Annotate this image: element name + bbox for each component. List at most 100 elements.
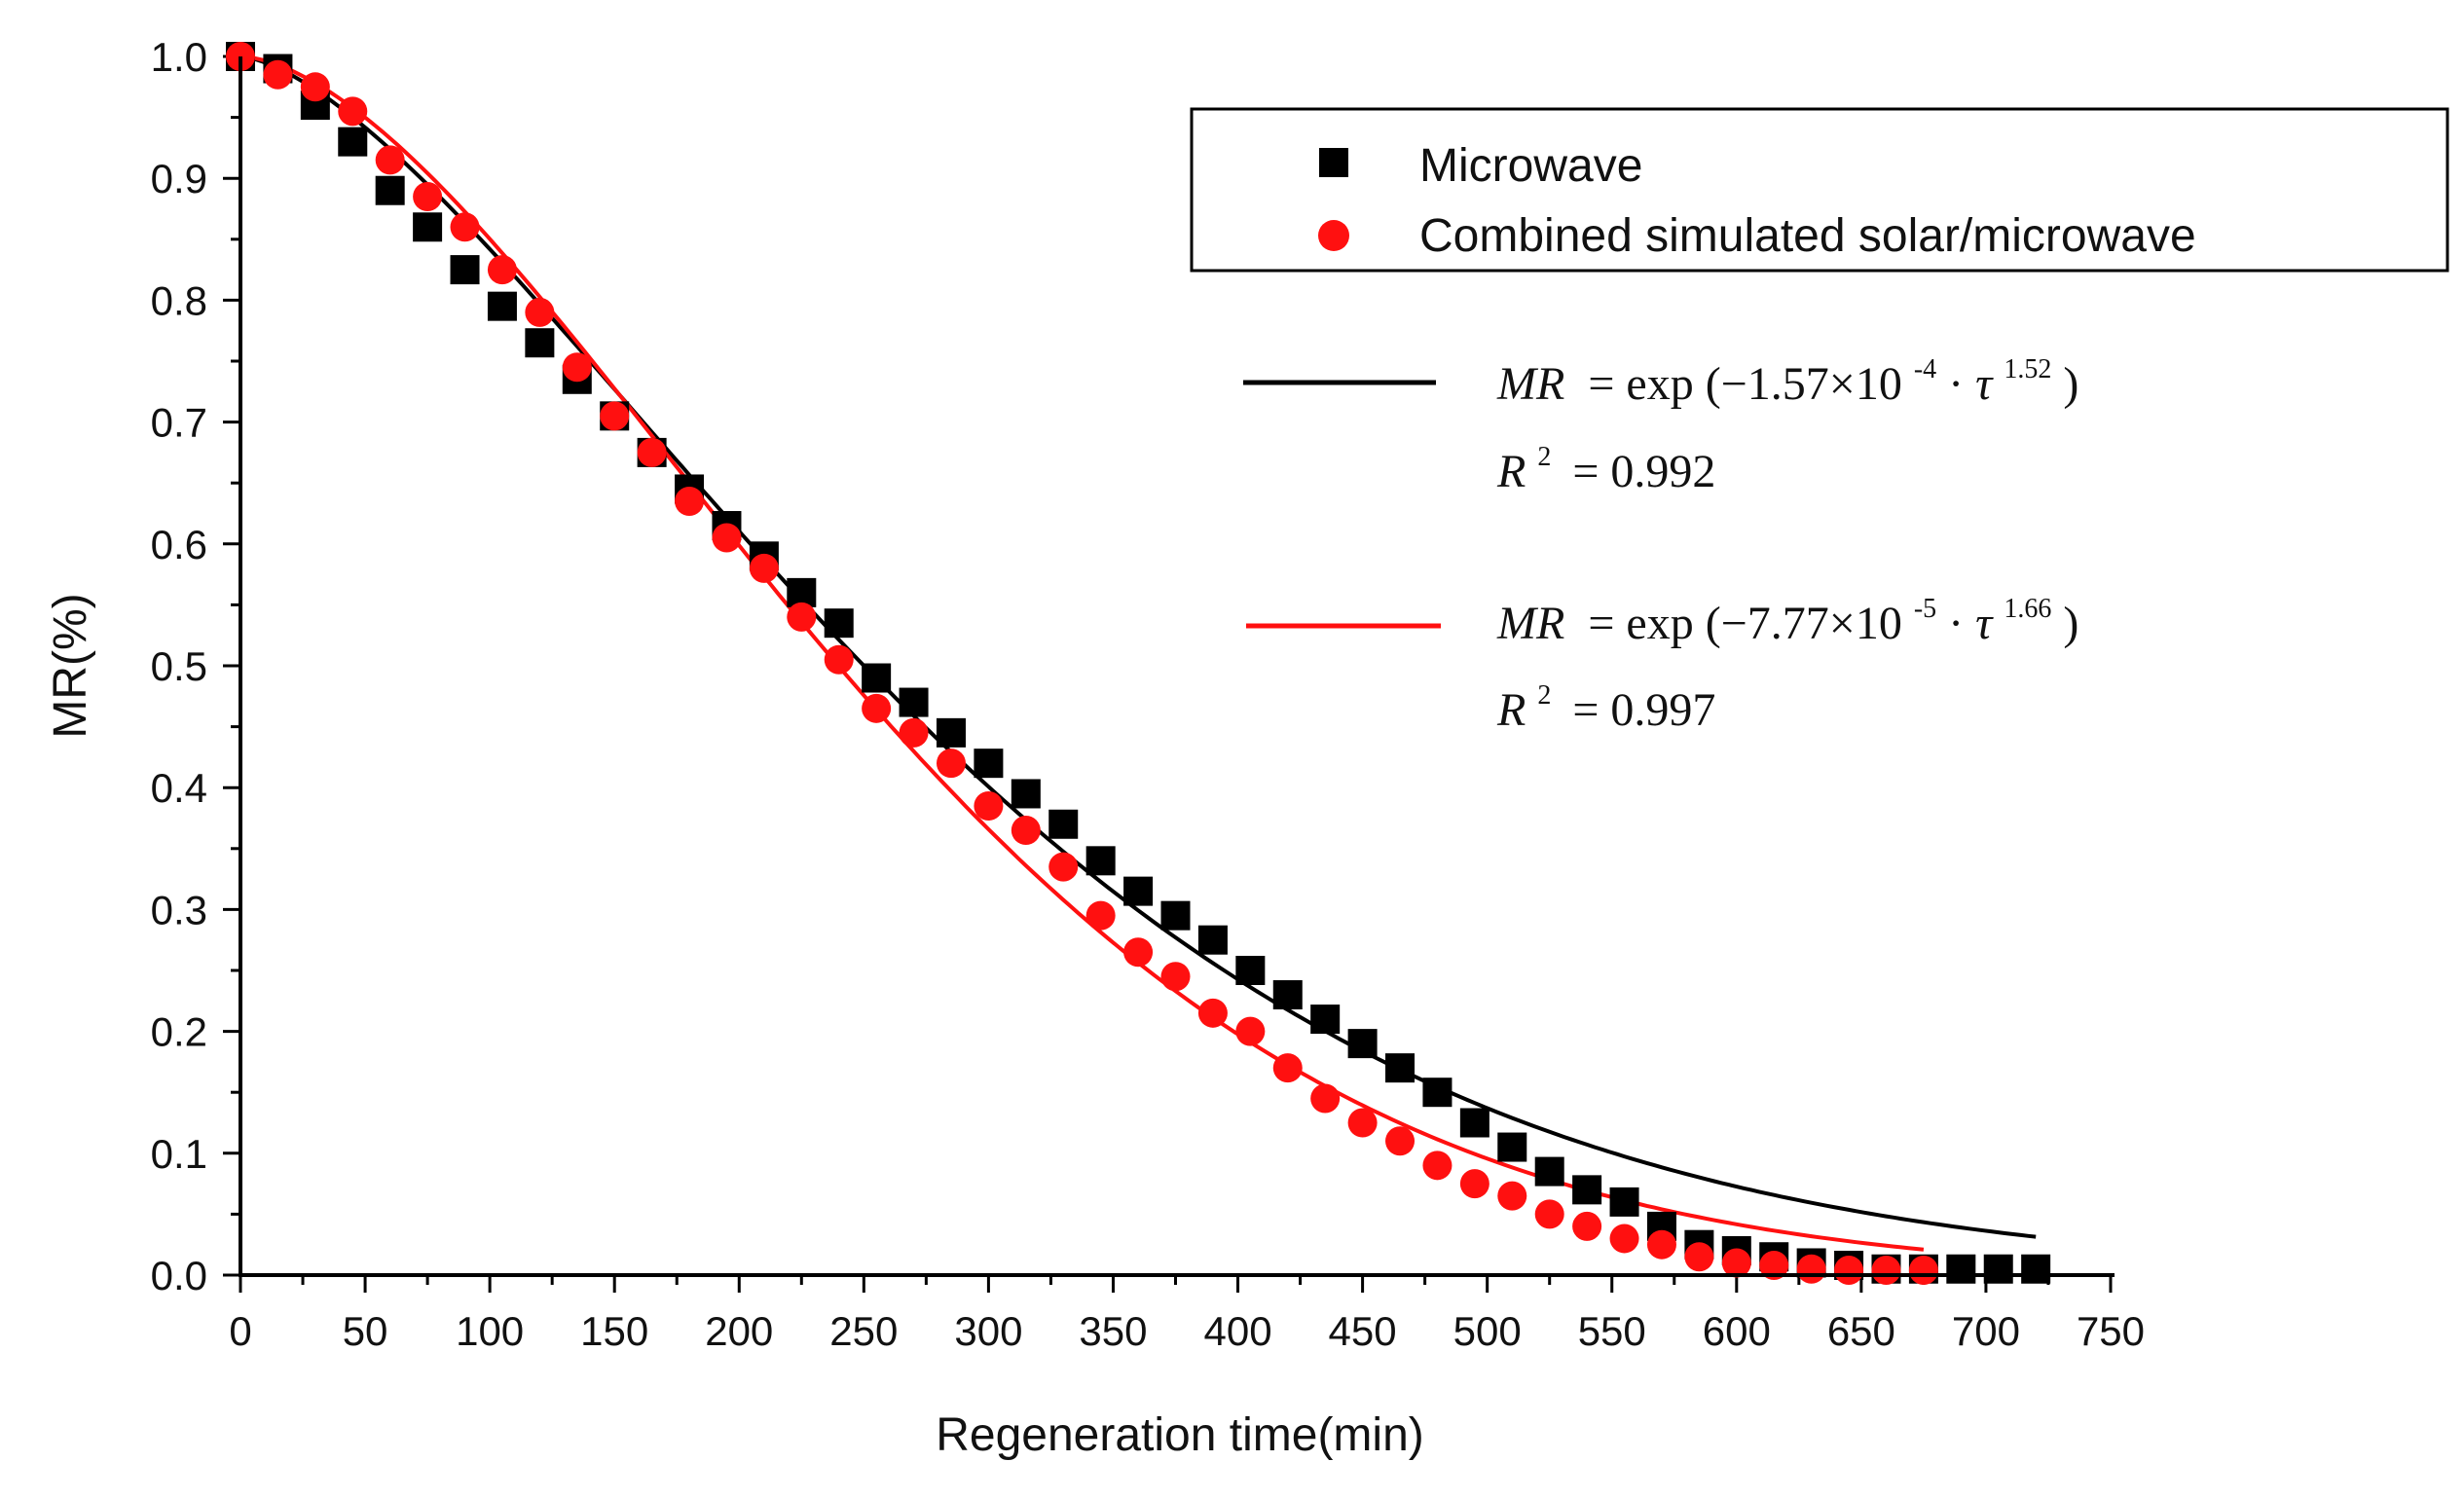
- data-point-microwave: [487, 291, 517, 321]
- data-point-combined: [675, 486, 705, 516]
- data-point-combined: [974, 790, 1004, 821]
- data-point-combined: [1572, 1211, 1602, 1241]
- data-point-microwave: [974, 749, 1004, 779]
- equation-combined: MR = exp (−7.77×10 -5 · τ 1.66 ): [1496, 576, 2078, 649]
- data-point-combined: [1048, 852, 1079, 882]
- data-point-microwave: [936, 717, 966, 748]
- data-point-microwave: [787, 577, 817, 607]
- y-tick-label: 0.3: [151, 887, 207, 932]
- legend-label-microwave: Microwave: [1419, 140, 1642, 192]
- data-point-combined: [1011, 816, 1041, 846]
- data-point-combined: [1123, 937, 1154, 968]
- data-point-combined: [1422, 1151, 1453, 1181]
- data-point-combined: [1497, 1181, 1527, 1211]
- data-point-microwave: [2021, 1254, 2051, 1284]
- data-point-combined: [487, 255, 517, 285]
- legend-label-combined: Combined simulated solar/microwave: [1419, 210, 2196, 262]
- data-point-combined: [1235, 1016, 1266, 1046]
- r2-combined: R 2 = 0.997: [1496, 663, 1715, 736]
- x-tick-label: 700: [1952, 1308, 2020, 1354]
- data-point-combined: [637, 437, 667, 467]
- data-point-combined: [1272, 1053, 1303, 1083]
- data-point-combined: [562, 352, 592, 383]
- x-axis-title: Regeneration time(min): [936, 1409, 1424, 1461]
- data-point-combined: [936, 749, 966, 779]
- x-tick-label: 200: [705, 1308, 773, 1354]
- x-tick-label: 300: [954, 1308, 1022, 1354]
- data-point-microwave: [1497, 1132, 1527, 1162]
- y-tick-label: 1.0: [151, 34, 207, 80]
- data-point-microwave: [338, 127, 368, 157]
- data-point-combined: [712, 523, 742, 553]
- data-point-combined: [1721, 1248, 1751, 1278]
- x-tick-label: 100: [456, 1308, 524, 1354]
- x-tick-label: 500: [1453, 1308, 1522, 1354]
- data-point-microwave: [1235, 956, 1266, 985]
- x-tick-label: 550: [1578, 1308, 1646, 1354]
- y-tick-label: 0.7: [151, 400, 207, 446]
- points-layer: [226, 42, 2051, 1285]
- data-point-microwave: [1946, 1254, 1976, 1284]
- data-point-microwave: [1385, 1053, 1416, 1083]
- data-point-combined: [263, 59, 293, 90]
- legend-marker-combined: [1318, 220, 1349, 251]
- data-point-combined: [1871, 1255, 1901, 1285]
- data-point-microwave: [1347, 1029, 1378, 1059]
- data-point-combined: [1609, 1224, 1639, 1254]
- data-point-microwave: [862, 663, 892, 693]
- data-point-combined: [450, 212, 480, 242]
- data-point-combined: [824, 644, 854, 675]
- data-point-microwave: [899, 687, 929, 717]
- x-tick-label: 600: [1703, 1308, 1771, 1354]
- data-point-microwave: [1310, 1005, 1341, 1035]
- data-point-combined: [413, 181, 443, 211]
- x-tick-label: 350: [1079, 1308, 1147, 1354]
- data-point-microwave: [413, 212, 443, 242]
- r2-microwave: R 2 = 0.992: [1496, 424, 1715, 497]
- data-point-microwave: [525, 328, 555, 358]
- data-point-combined: [1796, 1254, 1826, 1284]
- data-point-microwave: [1609, 1187, 1639, 1217]
- data-point-combined: [1534, 1199, 1564, 1229]
- data-point-microwave: [824, 608, 854, 639]
- data-point-microwave: [1160, 900, 1191, 931]
- y-tick-label: 0.1: [151, 1131, 207, 1177]
- legend-box: [1190, 107, 2449, 273]
- y-tick-label: 0.0: [151, 1253, 207, 1298]
- x-tick-label: 150: [580, 1308, 648, 1354]
- y-tick-label: 0.9: [151, 156, 207, 201]
- data-point-combined: [1197, 998, 1228, 1028]
- x-tick-label: 450: [1329, 1308, 1397, 1354]
- data-point-combined: [338, 96, 368, 127]
- data-point-microwave: [1534, 1156, 1564, 1187]
- data-point-combined: [1684, 1242, 1714, 1272]
- data-point-combined: [1459, 1169, 1489, 1199]
- data-point-combined: [787, 602, 817, 632]
- data-point-microwave: [450, 255, 480, 285]
- data-point-microwave: [1197, 925, 1228, 955]
- y-tick-label: 0.4: [151, 765, 207, 811]
- data-point-microwave: [1572, 1175, 1602, 1205]
- equation-microwave: MR = exp (−1.57×10 -4 · τ 1.52 ): [1496, 337, 2078, 410]
- data-point-combined: [1908, 1255, 1938, 1285]
- data-point-microwave: [1011, 779, 1041, 809]
- data-point-microwave: [375, 175, 405, 205]
- data-point-combined: [1160, 962, 1191, 992]
- y-tick-label: 0.6: [151, 522, 207, 567]
- x-tick-label: 250: [829, 1308, 898, 1354]
- ticks-layer: 0 50 100 150 200 250 300 350 400 450 500 550 600 650 7…: [151, 34, 2145, 1354]
- data-point-combined: [1759, 1250, 1789, 1280]
- legend-marker-microwave: [1319, 148, 1348, 177]
- data-point-combined: [1347, 1108, 1378, 1138]
- x-tick-label: 400: [1203, 1308, 1271, 1354]
- y-tick-label: 0.2: [151, 1009, 207, 1055]
- data-point-microwave: [1983, 1254, 2013, 1284]
- x-tick-label: 650: [1827, 1308, 1895, 1354]
- fit-curve-combined: [239, 55, 1925, 1252]
- x-tick-label: 50: [343, 1308, 388, 1354]
- data-point-combined: [749, 553, 779, 583]
- data-point-microwave: [1272, 980, 1303, 1010]
- data-point-combined: [1385, 1126, 1416, 1156]
- data-point-combined: [1646, 1229, 1676, 1260]
